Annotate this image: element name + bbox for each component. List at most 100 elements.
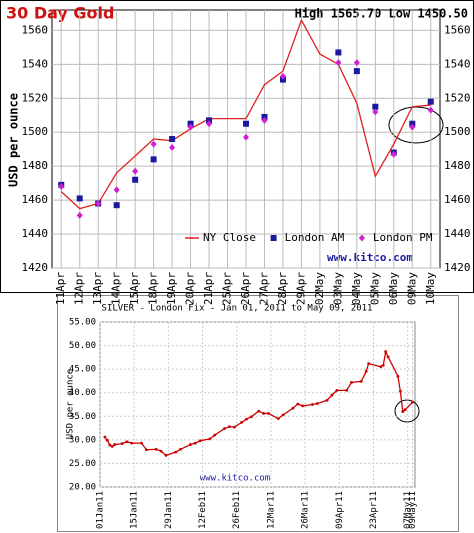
point	[213, 433, 217, 437]
y-tick-label: 1560	[444, 23, 471, 36]
x-tick-label: 29Apr	[294, 272, 307, 305]
y-tick-label: 1520	[22, 91, 49, 104]
silver-plot	[99, 321, 416, 488]
x-tick-label: 21Apr	[202, 272, 215, 305]
legend-swatch	[270, 235, 277, 241]
x-tick-label: 25Apr	[221, 272, 234, 305]
y-tick-label: 1540	[444, 57, 471, 70]
marker-diamond	[409, 123, 416, 131]
y-tick-label: 1460	[444, 193, 471, 206]
point	[396, 374, 400, 378]
x-tick-label: 12Feb11	[198, 491, 208, 529]
x-tick-label: 09May11	[408, 491, 418, 529]
legend-label: London PM	[373, 231, 433, 244]
y-tick-label: 1440	[444, 227, 471, 240]
point	[386, 355, 390, 359]
marker-diamond	[150, 140, 157, 148]
point	[188, 443, 192, 446]
point	[311, 403, 314, 406]
chart-title: SILVER - London Fix - Jan 01, 2011 to Ma…	[102, 304, 373, 314]
legend-label: London AM	[285, 231, 345, 244]
y-axis-label: USD per ounce	[66, 369, 76, 439]
point	[401, 410, 405, 413]
point	[249, 415, 253, 419]
point	[108, 443, 112, 447]
point	[301, 404, 305, 408]
y-tick-label: 50.00	[69, 341, 96, 351]
point	[193, 441, 197, 445]
y-tick-label: 1460	[22, 193, 49, 206]
point	[379, 365, 383, 369]
x-tick-label: 28Apr	[276, 272, 289, 305]
point	[125, 440, 129, 444]
x-tick-label: 06May	[387, 272, 400, 305]
x-tick-label: 07May11	[403, 491, 413, 529]
point	[110, 445, 114, 448]
x-tick-label: 23Apr11	[369, 491, 379, 529]
y-tick-label: 1520	[444, 91, 471, 104]
y-tick-label: 45.00	[69, 365, 96, 375]
marker-diamond	[169, 143, 176, 151]
x-tick-label: 09Apr11	[335, 491, 345, 529]
point	[208, 437, 212, 441]
point	[257, 409, 261, 413]
point	[403, 408, 407, 412]
x-tick-label: 11Apr	[54, 272, 67, 305]
marker-square	[335, 49, 342, 56]
marker-diamond	[132, 167, 139, 175]
point	[359, 380, 363, 383]
x-tick-label: 27Apr	[257, 272, 270, 305]
marker-square	[132, 176, 139, 183]
x-tick-label: 18Apr	[147, 272, 160, 305]
marker-square	[169, 136, 176, 142]
x-tick-label: 14Apr	[110, 272, 123, 305]
point	[364, 370, 368, 373]
point	[345, 388, 349, 392]
marker-square	[427, 98, 434, 105]
legend-label: NY Close	[203, 231, 256, 244]
x-tick-label: 15Jan11	[130, 491, 140, 529]
marker-diamond	[279, 72, 286, 80]
x-tick-label: 26Apr	[239, 272, 252, 305]
point	[198, 439, 202, 443]
point	[384, 350, 388, 354]
point	[120, 442, 124, 446]
x-tick-label: 03May	[331, 272, 344, 305]
y-tick-label: 1480	[22, 159, 49, 172]
point	[350, 380, 353, 384]
y-tick-label: 55.00	[69, 318, 96, 328]
marker-diamond	[353, 59, 360, 67]
point	[232, 425, 236, 429]
y-tick-label: 1480	[444, 159, 471, 172]
y-tick-label: 20.00	[69, 483, 96, 493]
y-tick-label: 1560	[22, 23, 49, 36]
watermark: www.kitco.com	[327, 251, 413, 264]
x-tick-label: 29Jan11	[164, 491, 174, 529]
marker-diamond	[58, 183, 65, 191]
point	[325, 398, 329, 402]
x-tick-label: 26Mar11	[301, 491, 311, 529]
x-tick-label: 19Apr	[165, 272, 178, 305]
point	[296, 402, 300, 406]
point	[113, 443, 117, 446]
point	[105, 438, 109, 442]
x-tick-label: 20Apr	[184, 272, 197, 305]
point	[315, 402, 319, 405]
marker-diamond	[372, 108, 379, 116]
marker-diamond	[390, 150, 397, 158]
point	[130, 441, 134, 445]
point	[335, 388, 339, 392]
x-tick-label: 04May	[350, 272, 363, 305]
point	[398, 389, 402, 393]
x-tick-label: 15Apr	[128, 272, 141, 305]
point	[240, 421, 244, 424]
legend-swatch	[358, 234, 365, 242]
marker-diamond	[76, 211, 83, 219]
point	[276, 417, 280, 421]
marker-diamond	[243, 133, 249, 141]
point	[140, 441, 143, 445]
y-tick-label: 25.00	[69, 459, 96, 469]
x-tick-label: 12Mar11	[266, 491, 276, 529]
marker-diamond	[95, 200, 102, 207]
point	[144, 448, 148, 452]
